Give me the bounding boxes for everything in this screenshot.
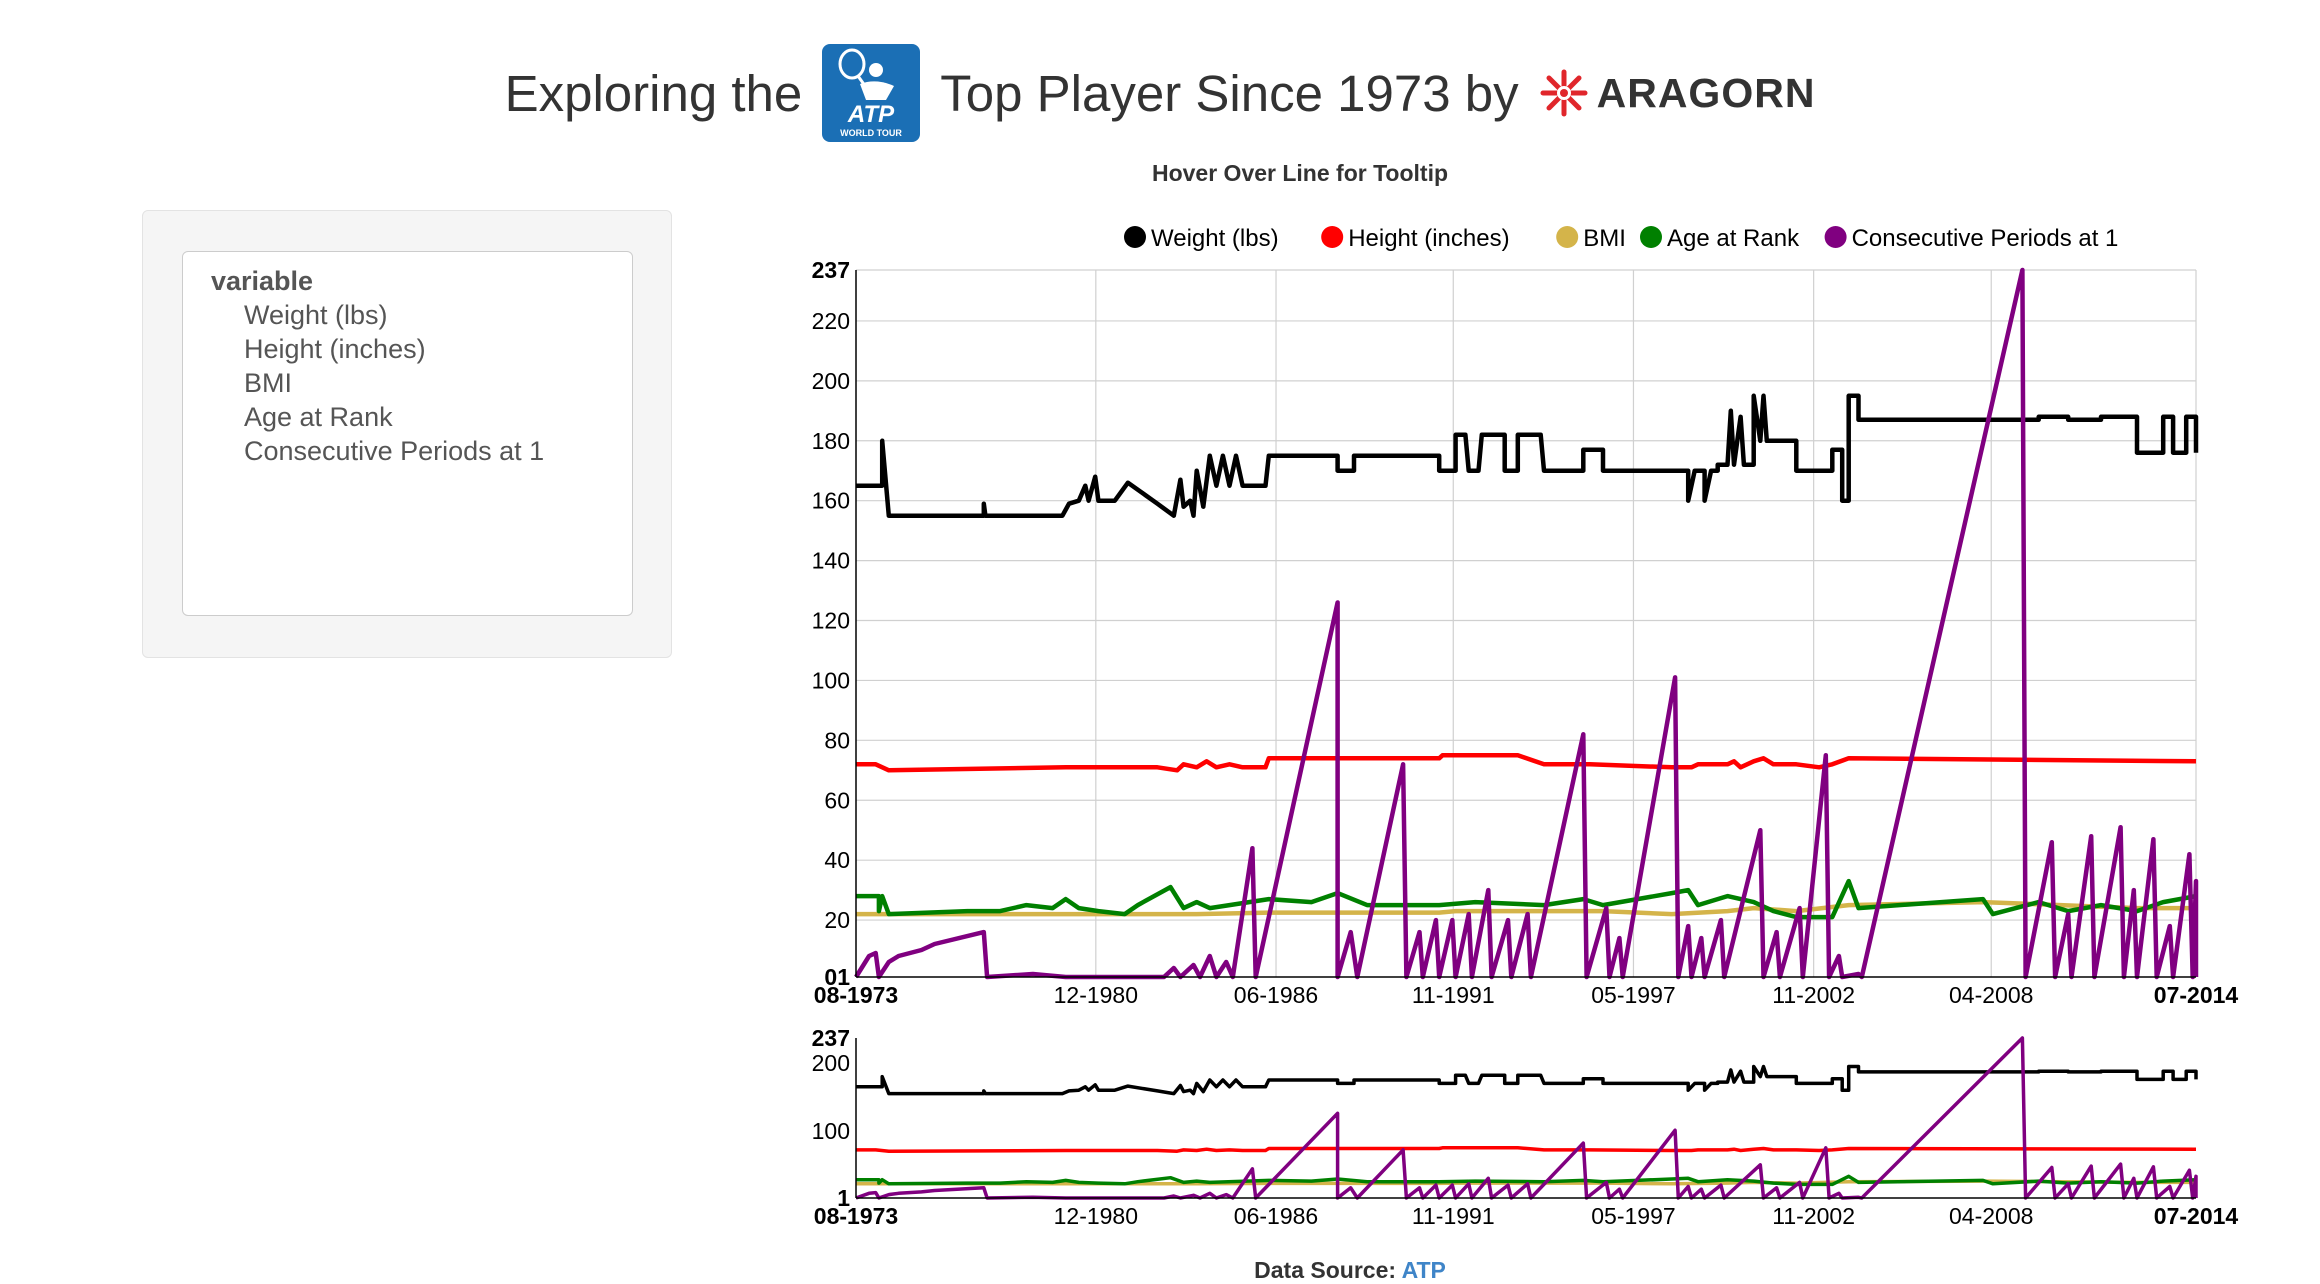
main-x-tick-label: 06-1986 — [1234, 982, 1318, 1008]
context-x-tick-label: 04-2008 — [1949, 1203, 2033, 1229]
atp-logo-subtext: WORLD TOUR — [840, 128, 902, 138]
main-series-consecutive-periods-at-1 — [854, 267, 2199, 980]
variable-panel: variable Weight (lbs) Height (inches) BM… — [142, 210, 672, 658]
y-tick-label: 120 — [812, 608, 850, 634]
aragorn-wordmark: ARAGORN — [1596, 69, 1816, 116]
context-x-tick-label: 12-1980 — [1054, 1203, 1138, 1229]
page-header: Exploring the ATP WORLD TOUR Top Player … — [0, 38, 2320, 148]
context-series-height-inches — [856, 1146, 2197, 1153]
y-tick-label: 20 — [824, 907, 850, 933]
y-tick-label: 200 — [812, 368, 850, 394]
option-age-at-rank[interactable]: Age at Rank — [244, 402, 393, 432]
main-x-end-label: 07-2014 — [2154, 982, 2239, 1008]
y-tick-label: 60 — [824, 787, 850, 813]
context-y-tick-label: 100 — [812, 1118, 850, 1144]
main-series-height-inches — [856, 753, 2197, 773]
context-plot-area[interactable] — [855, 1036, 2198, 1200]
context-x-end-label: 07-2014 — [2154, 1203, 2239, 1229]
main-x-start-label: 08-1973 — [814, 982, 898, 1008]
legend-marker-height-inches — [1321, 226, 1344, 248]
data-source: Data Source: ATP — [1100, 1257, 1600, 1284]
legend: Weight (lbs) Height (inches) BMI Age at Ran… — [1124, 225, 2118, 252]
legend-label-consecutive-periods-at-1: Consecutive Periods at 1 — [1852, 225, 2119, 252]
y-tick-label: 180 — [812, 428, 850, 454]
legend-label-age-at-rank: Age at Rank — [1667, 225, 1800, 252]
legend-label-weight-lbs: Weight (lbs) — [1151, 225, 1279, 252]
option-consecutive-periods[interactable]: Consecutive Periods at 1 — [244, 436, 545, 466]
main-series-age-at-rank — [856, 878, 2197, 920]
context-y-max-label: 237 — [812, 1025, 850, 1051]
y-tick-label: 220 — [812, 308, 850, 334]
atp-logo-text: ATP — [847, 101, 895, 128]
data-source-label: Data Source: — [1254, 1257, 1397, 1283]
y-tick-label: 100 — [812, 667, 850, 693]
aragorn-logo: ARAGORN — [1539, 68, 1816, 118]
context-y-min-label: 1 — [837, 1185, 850, 1211]
legend-label-bmi: BMI — [1583, 225, 1626, 252]
tooltip-hint: Hover Over Line for Tooltip — [1151, 160, 1449, 186]
legend-marker-weight-lbs — [1124, 226, 1146, 248]
title-left: Exploring the — [504, 64, 803, 122]
main-x-tick-label: 04-2008 — [1949, 982, 2033, 1008]
context-series-age-at-rank — [856, 1174, 2197, 1187]
variable-heading: variable — [211, 266, 314, 296]
context-x-tick-label: 11-2002 — [1772, 1203, 1855, 1229]
y-tick-label: 160 — [812, 488, 850, 514]
main-x-tick-label: 11-1991 — [1412, 982, 1495, 1008]
context-series-consecutive-periods-at-1 — [855, 1036, 2198, 1200]
legend-marker-bmi — [1556, 226, 1579, 248]
context-x-start-label: 08-1973 — [814, 1203, 898, 1229]
option-height[interactable]: Height (inches) — [244, 334, 426, 364]
title-right: Top Player Since 1973 by — [940, 64, 1519, 122]
context-y-tick-label: 200 — [812, 1050, 850, 1076]
context-x-tick-label: 06-1986 — [1234, 1203, 1318, 1229]
option-bmi[interactable]: BMI — [244, 368, 293, 398]
main-x-tick-label: 11-2002 — [1772, 982, 1855, 1008]
data-source-link[interactable]: ATP — [1401, 1257, 1446, 1283]
variable-select[interactable]: variable Weight (lbs) Height (inches) BM… — [182, 251, 633, 616]
atp-logo: ATP WORLD TOUR — [822, 44, 921, 142]
main-series-weight-lbs — [856, 393, 2199, 518]
y-tick-label: 80 — [824, 727, 850, 753]
main-x-tick-label: 12-1980 — [1054, 982, 1138, 1008]
y-min-label: 01 — [824, 964, 850, 990]
legend-marker-age-at-rank — [1640, 226, 1662, 248]
snowflake-icon — [1540, 69, 1588, 117]
context-series-weight-lbs — [856, 1064, 2198, 1096]
context-x-tick-label: 11-1991 — [1412, 1203, 1495, 1229]
main-plot-area[interactable] — [854, 267, 2199, 980]
legend-marker-consecutive-periods-at-1 — [1824, 226, 1847, 248]
option-weight[interactable]: Weight (lbs) — [244, 300, 388, 330]
main-x-tick-label: 05-1997 — [1591, 982, 1675, 1008]
y-tick-label: 140 — [812, 548, 850, 574]
legend-label-height-inches: Height (inches) — [1348, 225, 1509, 252]
y-tick-label: 40 — [824, 847, 850, 873]
main-grid — [856, 269, 2197, 977]
context-x-tick-label: 05-1997 — [1591, 1203, 1675, 1229]
main-axes: 20 40 60 80 100 120 140 160 180 200 220 237 01 12-198… — [812, 257, 2239, 1008]
y-max-label: 237 — [812, 257, 850, 283]
